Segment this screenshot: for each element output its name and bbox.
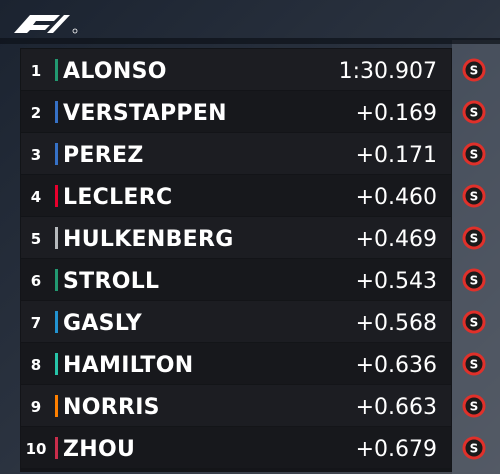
position: 8 [31,356,41,374]
row: 6 STROLL +0.543 S [21,259,486,300]
tyre-compound: S [470,358,479,372]
tyre-icon [462,268,486,292]
driver-name: GASLY [63,311,143,336]
position: 4 [31,188,41,206]
tyre-icon [462,184,486,208]
driver-name: VERSTAPPEN [63,101,227,126]
lap-time: +0.469 [356,227,437,252]
driver-name: HAMILTON [63,353,193,378]
driver-name: NORRIS [63,395,160,420]
row-bg [21,301,451,342]
tyre-icon [462,310,486,334]
tyre-compound: S [470,148,479,162]
driver-name: ZHOU [63,437,135,462]
lap-time: +0.636 [356,353,437,378]
driver-name: ALONSO [63,59,167,84]
team-color [55,353,58,375]
position: 9 [31,398,41,416]
logo-mark [72,28,78,34]
f1-logo [14,15,78,34]
row: 4 LECLERC +0.460 S [21,175,486,216]
tyre-icon [462,352,486,376]
lap-time: +0.460 [356,185,437,210]
driver-name: STROLL [63,269,159,294]
team-color [55,185,58,207]
team-color [55,311,58,333]
logo-f [14,15,60,33]
team-color [55,437,58,459]
row: 10 ZHOU +0.679 S [21,427,486,468]
tyre-icon [462,100,486,124]
logo-one [47,15,70,33]
tyre-compound: S [470,106,479,120]
team-color [55,227,58,249]
row: 8 HAMILTON +0.636 S [21,343,486,384]
lap-time: +0.679 [356,437,437,462]
row-bg [21,385,451,426]
row-bg [21,91,451,132]
team-color [55,59,58,81]
lap-time: +0.171 [356,143,437,168]
team-color [55,101,58,123]
position: 2 [31,104,41,122]
lap-time: +0.543 [356,269,437,294]
tyre-icon [462,58,486,82]
driver-name: PEREZ [63,143,144,168]
row: 7 GASLY +0.568 S [21,301,486,342]
position: 10 [26,440,47,458]
row: 2 VERSTAPPEN +0.169 S [21,91,486,132]
row-bg [21,49,451,90]
tyre-icon [462,142,486,166]
row-bg [21,217,451,258]
tyre-compound: S [470,64,479,78]
horizon [0,38,500,44]
row-bg [21,133,451,174]
row-bg [21,175,451,216]
tyre-compound: S [470,190,479,204]
position: 5 [31,230,41,248]
position: 7 [31,314,41,332]
tyre-icon [462,226,486,250]
row: 3 PEREZ +0.171 S [21,133,486,174]
position: 6 [31,272,41,290]
tyre-icon [462,394,486,418]
position: 3 [31,146,41,164]
row-bg [21,427,451,468]
driver-name: HULKENBERG [63,227,234,252]
tyre-compound: S [470,442,479,456]
lap-time: 1:30.907 [339,59,437,84]
tyre-icon [462,436,486,460]
team-color [55,269,58,291]
rows: 1 ALONSO 1:30.907 S 2 VERSTAPPEN +0.169 S 3 PEREZ… [21,49,486,468]
row-bg [21,343,451,384]
tyre-compound: S [470,232,479,246]
tyre-compound: S [470,400,479,414]
row-bg [21,259,451,300]
tyre-compound: S [470,316,479,330]
lap-time: +0.169 [356,101,437,126]
driver-name: LECLERC [63,185,172,210]
position: 1 [31,62,41,80]
team-color [55,395,58,417]
row: 5 HULKENBERG +0.469 S [21,217,486,258]
lap-time: +0.663 [356,395,437,420]
tyre-compound: S [470,274,479,288]
row: 9 NORRIS +0.663 S [21,385,486,426]
lap-time: +0.568 [356,311,437,336]
team-color [55,143,58,165]
row: 1 ALONSO 1:30.907 S [21,49,486,90]
